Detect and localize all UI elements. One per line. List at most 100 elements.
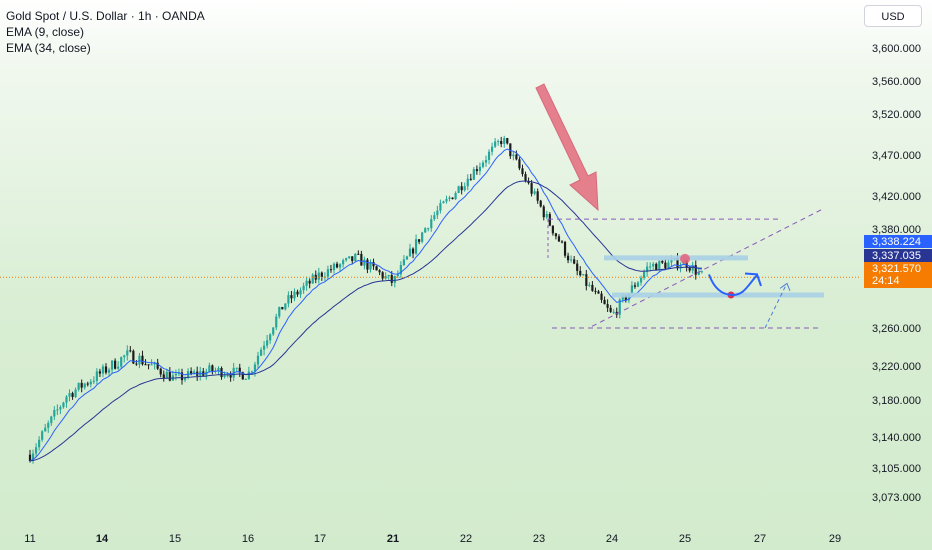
candle	[414, 234, 418, 255]
candle-body	[618, 299, 621, 315]
candle-body	[646, 266, 649, 273]
candle	[259, 347, 263, 357]
candle	[512, 151, 515, 161]
candle-body	[174, 373, 178, 376]
symbol-title[interactable]: Gold Spot / U.S. Dollar · 1h · OANDA	[6, 9, 205, 23]
candle	[594, 287, 597, 295]
candle	[615, 307, 618, 318]
candle-body	[421, 232, 424, 242]
candle	[497, 139, 500, 146]
candle-body	[448, 197, 451, 199]
candle	[287, 291, 290, 308]
candle-body	[50, 416, 53, 424]
candle	[466, 174, 469, 191]
candle	[490, 142, 494, 156]
candle-body	[123, 355, 126, 358]
candle-body	[642, 272, 646, 278]
currency-button[interactable]: USD	[864, 5, 922, 27]
candle-body	[305, 280, 308, 286]
y-tick-label: 3,470.000	[872, 150, 921, 162]
candle-body	[430, 219, 433, 229]
candle-body	[384, 276, 387, 279]
candle	[387, 274, 390, 280]
candle-body	[278, 306, 281, 317]
candle	[639, 275, 643, 286]
price-tag-label: 3,338.224	[872, 236, 921, 248]
candle	[65, 395, 68, 408]
candle	[545, 210, 548, 220]
candle	[101, 364, 105, 378]
candle-body	[135, 363, 138, 365]
candle	[107, 367, 111, 377]
candle-body	[235, 367, 238, 369]
candle-body	[442, 201, 445, 204]
y-tick-label: 3,520.000	[872, 109, 921, 121]
candle	[311, 273, 314, 284]
x-tick-label: 22	[460, 533, 472, 545]
candle-body	[439, 203, 442, 211]
candle-body	[390, 275, 393, 283]
candle-body	[141, 355, 144, 365]
candle-body	[475, 169, 478, 172]
candle	[235, 367, 238, 372]
ema-fast-label[interactable]: EMA (9, close)	[6, 25, 85, 39]
candle	[542, 204, 545, 221]
candle-body	[387, 275, 390, 277]
candle-body	[92, 380, 95, 382]
candle	[342, 258, 345, 268]
candle	[141, 350, 144, 366]
candle	[238, 363, 241, 377]
candle-body	[299, 290, 302, 295]
candle-body	[579, 270, 582, 276]
ema-slow-label[interactable]: EMA (34, close)	[6, 41, 91, 55]
x-tick-label: 11	[24, 533, 35, 545]
candle	[399, 261, 402, 279]
candle	[600, 291, 603, 303]
candle	[89, 379, 92, 388]
candle	[114, 358, 117, 370]
candle	[98, 368, 102, 378]
candle	[448, 195, 451, 202]
x-tick-label: 24	[606, 533, 618, 545]
candle-body	[685, 259, 688, 268]
x-tick-label: 14	[96, 533, 109, 545]
candle-body	[697, 271, 700, 275]
candle	[275, 313, 278, 331]
candle-body	[345, 258, 348, 261]
candle-body	[98, 371, 102, 374]
candle	[442, 200, 445, 204]
candle	[317, 267, 320, 284]
candle-body	[679, 265, 682, 269]
ema-slow-line	[29, 180, 702, 462]
candle-body	[77, 382, 80, 390]
candle-body	[490, 146, 494, 152]
candle-body	[433, 215, 436, 220]
candle	[214, 367, 217, 374]
candle-body	[351, 256, 354, 261]
candle	[290, 290, 293, 304]
candle	[135, 360, 138, 366]
candle	[503, 135, 506, 148]
candle	[573, 256, 576, 265]
candle-body	[53, 409, 56, 417]
chart-legend: Gold Spot / U.S. Dollar · 1h · OANDA EMA…	[6, 8, 205, 56]
candle-body	[41, 431, 44, 440]
price-tag-bg	[864, 262, 932, 288]
price-tag-bg	[864, 249, 932, 262]
candle-body	[107, 369, 111, 373]
candle-body	[101, 366, 105, 374]
x-tick-label: 29	[829, 533, 841, 545]
candle	[597, 289, 600, 294]
candle-body	[71, 393, 74, 398]
price-tag: 3,337.035	[864, 249, 932, 262]
candle	[478, 162, 482, 176]
candle-body	[259, 349, 263, 356]
candle-body	[624, 295, 627, 301]
bearish-arrow	[535, 83, 599, 212]
candle	[661, 259, 664, 264]
candle-body	[266, 340, 269, 346]
candle	[630, 281, 634, 294]
candle-body	[576, 263, 579, 271]
